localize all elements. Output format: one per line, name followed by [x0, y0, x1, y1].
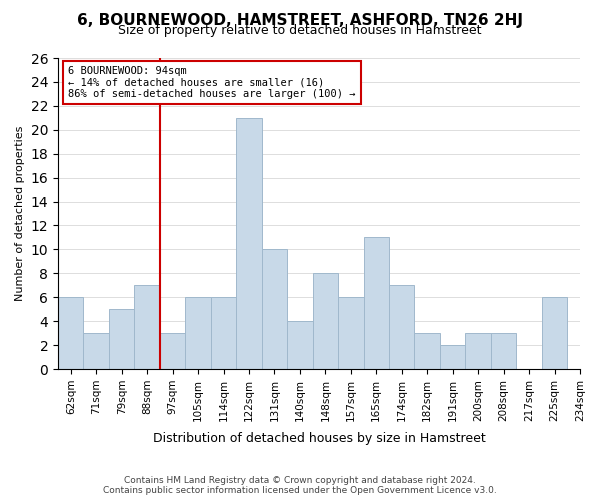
Bar: [542, 298, 567, 369]
Text: 6 BOURNEWOOD: 94sqm
← 14% of detached houses are smaller (16)
86% of semi-detach: 6 BOURNEWOOD: 94sqm ← 14% of detached ho…: [68, 66, 356, 99]
Bar: [440, 345, 466, 369]
Text: 6, BOURNEWOOD, HAMSTREET, ASHFORD, TN26 2HJ: 6, BOURNEWOOD, HAMSTREET, ASHFORD, TN26 …: [77, 12, 523, 28]
Text: Contains HM Land Registry data © Crown copyright and database right 2024.
Contai: Contains HM Land Registry data © Crown c…: [103, 476, 497, 495]
Bar: [236, 118, 262, 369]
Bar: [185, 298, 211, 369]
Bar: [262, 250, 287, 369]
Bar: [364, 238, 389, 369]
Bar: [211, 298, 236, 369]
Bar: [160, 333, 185, 369]
Y-axis label: Number of detached properties: Number of detached properties: [15, 126, 25, 301]
Bar: [83, 333, 109, 369]
Bar: [134, 286, 160, 369]
Text: Size of property relative to detached houses in Hamstreet: Size of property relative to detached ho…: [118, 24, 482, 37]
Bar: [338, 298, 364, 369]
Bar: [58, 298, 83, 369]
Bar: [389, 286, 415, 369]
Bar: [313, 274, 338, 369]
Bar: [415, 333, 440, 369]
Bar: [466, 333, 491, 369]
Bar: [287, 321, 313, 369]
Bar: [109, 309, 134, 369]
X-axis label: Distribution of detached houses by size in Hamstreet: Distribution of detached houses by size …: [152, 432, 485, 445]
Bar: [491, 333, 517, 369]
